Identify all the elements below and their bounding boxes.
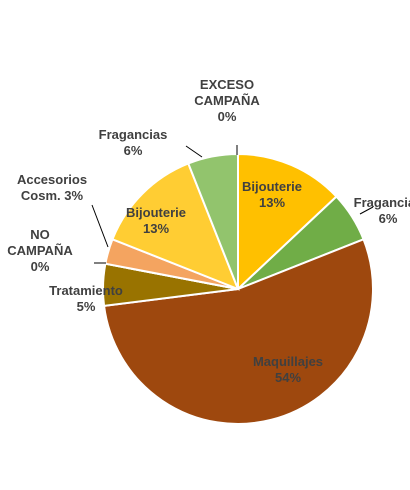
leader-line <box>185 145 203 158</box>
pie-slice-bijouterie <box>237 152 338 292</box>
data-label: Bijouterie 13% <box>126 205 186 236</box>
pie-slice-maquillajes <box>102 238 374 425</box>
leader-lines <box>91 145 374 264</box>
data-label: Tratamiento 5% <box>49 283 123 314</box>
pie-slice-bijouterie <box>111 162 240 291</box>
data-label: NO CAMPAÑA 0% <box>7 227 73 274</box>
data-label: Bijouterie 13% <box>242 179 302 210</box>
data-label: Maquillajes 54% <box>253 354 323 385</box>
data-label: Accesorios Cosm. 3% <box>17 172 87 203</box>
pie-slices <box>101 152 374 425</box>
data-label: EXCESO CAMPAÑA 0% <box>194 77 260 124</box>
leader-line <box>91 204 109 248</box>
leader-line <box>359 206 374 215</box>
